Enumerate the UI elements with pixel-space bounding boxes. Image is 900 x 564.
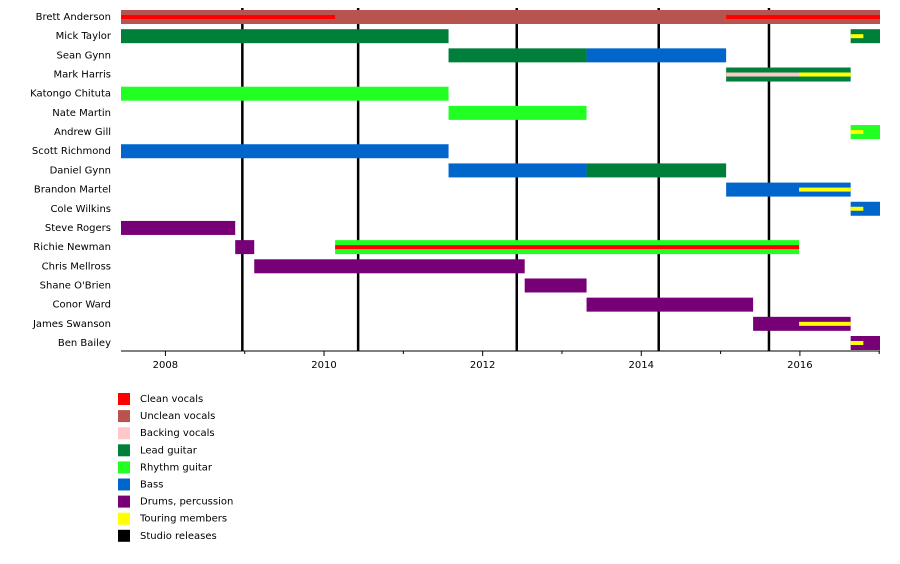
member-name: Daniel Gynn	[50, 165, 111, 176]
legend-swatch	[118, 427, 130, 440]
member-name: Mick Taylor	[56, 31, 112, 42]
role-bar	[586, 48, 727, 63]
member-name: Shane O'Brien	[40, 280, 111, 291]
role-line	[850, 206, 864, 211]
x-tick-label: 2010	[311, 360, 336, 371]
legend-swatch	[118, 444, 130, 457]
member-name: James Swanson	[32, 319, 111, 330]
legend-swatch	[118, 461, 130, 474]
member-name: Sean Gynn	[57, 50, 112, 61]
role-bar	[235, 240, 255, 255]
legend-label: Studio releases	[140, 531, 217, 542]
legend-swatch	[118, 478, 130, 491]
role-bar	[121, 220, 236, 235]
legend-label: Touring members	[139, 514, 227, 525]
legend-label: Unclean vocals	[140, 411, 215, 422]
member-name: Nate Martin	[52, 108, 111, 119]
role-bar	[121, 29, 449, 44]
role-bar	[448, 163, 587, 178]
role-bar	[850, 336, 880, 350]
x-tick-label: 2012	[470, 360, 495, 371]
role-bar	[448, 105, 587, 120]
role-bar	[850, 201, 880, 216]
role-bar	[524, 278, 587, 293]
role-bar	[254, 259, 525, 274]
role-line	[799, 187, 851, 192]
role-line	[335, 245, 800, 250]
role-bar	[121, 86, 449, 101]
member-name: Richie Newman	[33, 242, 111, 253]
role-line	[850, 130, 864, 135]
role-line	[799, 321, 851, 326]
legend-swatch	[118, 393, 130, 405]
role-bar	[850, 125, 880, 140]
role-line	[726, 15, 880, 19]
member-name: Scott Richmond	[32, 146, 111, 157]
legend-swatch	[118, 529, 130, 542]
role-bar	[850, 29, 880, 44]
legend-label: Drums, percussion	[140, 497, 233, 508]
role-line	[850, 341, 864, 345]
x-tick-label: 2008	[153, 360, 178, 371]
role-bar	[726, 182, 851, 197]
role-bar	[121, 144, 449, 159]
role-line	[850, 34, 864, 39]
legend-swatch	[118, 495, 130, 508]
legend-label: Clean vocals	[140, 394, 203, 405]
x-tick-label: 2014	[629, 360, 654, 371]
member-name: Andrew Gill	[54, 127, 111, 138]
x-tick-label: 2016	[787, 360, 812, 371]
legend-label: Lead guitar	[140, 445, 198, 456]
legend-label: Rhythm guitar	[140, 462, 213, 473]
role-line	[726, 72, 851, 77]
role-bar	[586, 297, 754, 312]
member-name: Cole Wilkins	[50, 204, 111, 215]
legend-label: Backing vocals	[140, 428, 215, 439]
role-line	[799, 72, 851, 77]
role-bar	[121, 10, 880, 24]
legend-swatch	[118, 512, 130, 525]
member-name: Katongo Chituta	[30, 89, 111, 100]
member-name: Brett Anderson	[36, 12, 111, 23]
member-name: Steve Rogers	[45, 223, 111, 234]
member-name: Brandon Martel	[34, 185, 111, 196]
legend-label: Bass	[140, 480, 163, 491]
role-bar	[586, 163, 727, 178]
role-line	[121, 15, 336, 19]
member-name: Ben Bailey	[58, 338, 111, 349]
member-name: Chris Mellross	[42, 261, 111, 272]
member-name: Mark Harris	[53, 70, 111, 81]
role-bar	[448, 48, 587, 63]
legend-swatch	[118, 410, 130, 423]
member-name: Conor Ward	[52, 300, 111, 311]
